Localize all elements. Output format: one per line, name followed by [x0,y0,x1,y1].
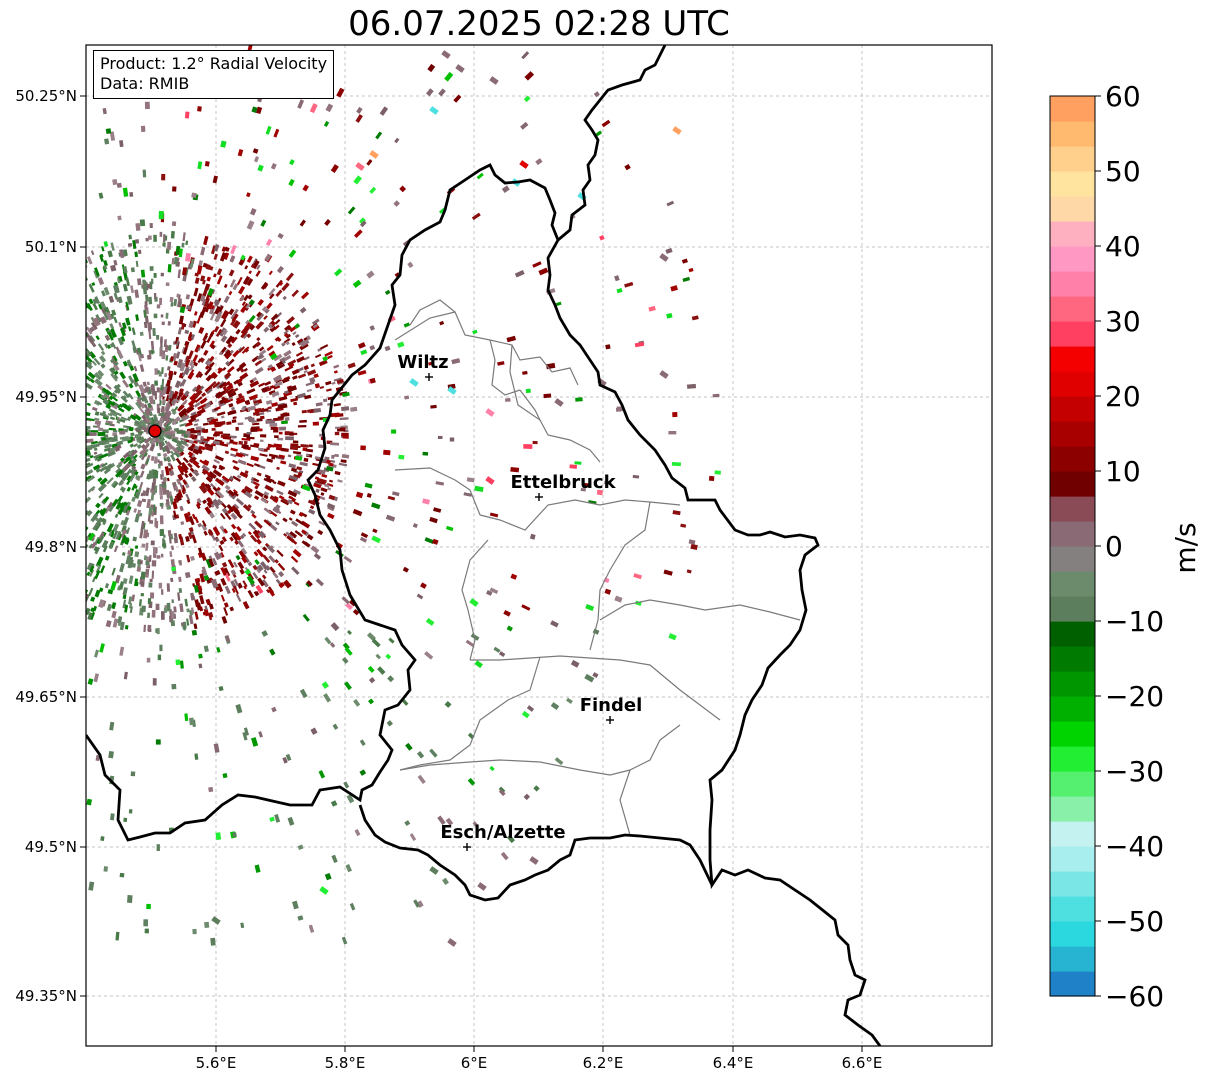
map-area [86,45,992,1046]
colorbar-band [1050,221,1095,247]
info-data-source: Data: RMIB [100,74,190,93]
colorbar-band [1050,446,1095,472]
colorbar-band [1050,171,1095,197]
colorbar-band [1050,196,1095,222]
colorbar-tick-label: 40 [1105,230,1141,263]
colorbar-band [1050,721,1095,747]
colorbar-band [1050,571,1095,597]
lat-tick-label: 49.5°N [25,838,77,856]
velocity-echoes [86,45,721,947]
colorbar-band [1050,921,1095,947]
lat-tick-label: 50.25°N [15,87,77,105]
colorbar-band [1050,646,1095,672]
lat-tick-label: 49.65°N [15,688,77,706]
lat-tick-label: 49.35°N [15,987,77,1005]
colorbar-band [1050,121,1095,147]
colorbar-band [1050,671,1095,697]
colorbar-band [1050,946,1095,972]
colorbar-tick-label: −50 [1105,905,1164,938]
colorbar-band [1050,621,1095,647]
colorbar-tick-label: −40 [1105,830,1164,863]
colorbar-band [1050,746,1095,772]
figure-title: 06.07.2025 02:28 UTC [348,4,730,44]
colorbar-band [1050,796,1095,822]
colorbar-band [1050,321,1095,347]
country-border [86,163,882,1046]
colorbar-band [1050,846,1095,872]
colorbar-tick-label: 10 [1105,455,1141,488]
info-box: Product: 1.2° Radial Velocity Data: RMIB [93,50,335,99]
colorbar-band [1050,821,1095,847]
map-frame [85,44,993,1047]
colorbar-band [1050,246,1095,272]
colorbar-band [1050,596,1095,622]
colorbar-band [1050,546,1095,572]
colorbar-band [1050,421,1095,447]
colorbar-ticks: 60 50 40 30 20 10 0 −10 −20 −30 −40 −50 −60 [1095,80,1164,1013]
lon-tick-label: 6°E [461,1054,488,1072]
colorbar-band [1050,296,1095,322]
country-border-north [557,45,667,242]
colorbar-tick-label: −60 [1105,980,1164,1013]
colorbar-tick-label: 50 [1105,155,1141,188]
colorbar-band [1050,896,1095,922]
colorbar [1050,96,1095,997]
city-label-wiltz: Wiltz [397,352,448,373]
colorbar-unit: m/s [1169,522,1202,573]
colorbar-tick-label: 20 [1105,380,1141,413]
lon-tick-label: 5.6°E [196,1054,237,1072]
colorbar-band [1050,346,1095,372]
lon-tick-label: 6.6°E [842,1054,883,1072]
city-label-esch: Esch/Alzette [440,822,565,843]
lon-tick-label: 6.4°E [713,1054,754,1072]
radar-site-marker [148,424,162,438]
colorbar-tick-label: 60 [1105,80,1141,113]
tick-marks [80,95,863,1052]
city-label-findel: Findel [580,695,643,716]
city-markers [425,373,614,851]
city-label-ettelbruck: Ettelbruck [510,472,616,493]
colorbar-band [1050,496,1095,522]
colorbar-band [1050,371,1095,397]
colorbar-tick-label: 0 [1105,530,1123,563]
colorbar-tick-label: −10 [1105,605,1164,638]
colorbar-band [1050,96,1095,122]
colorbar-band [1050,871,1095,897]
country-border-south [358,804,714,902]
lat-tick-label: 49.95°N [15,388,77,406]
colorbar-band [1050,771,1095,797]
colorbar-band [1050,971,1095,997]
colorbar-band [1050,696,1095,722]
canton-borders [394,299,801,836]
colorbar-band [1050,146,1095,172]
colorbar-band [1050,471,1095,497]
colorbar-tick-label: 30 [1105,305,1141,338]
lat-tick-label: 49.8°N [25,538,77,556]
info-product: Product: 1.2° Radial Velocity [100,54,328,73]
colorbar-tick-label: −30 [1105,755,1164,788]
colorbar-band [1050,271,1095,297]
lat-tick-label: 50.1°N [25,238,77,256]
colorbar-band [1050,521,1095,547]
colorbar-tick-label: −20 [1105,680,1164,713]
lon-tick-label: 5.8°E [325,1054,366,1072]
colorbar-band [1050,396,1095,422]
lon-tick-label: 6.2°E [583,1054,624,1072]
